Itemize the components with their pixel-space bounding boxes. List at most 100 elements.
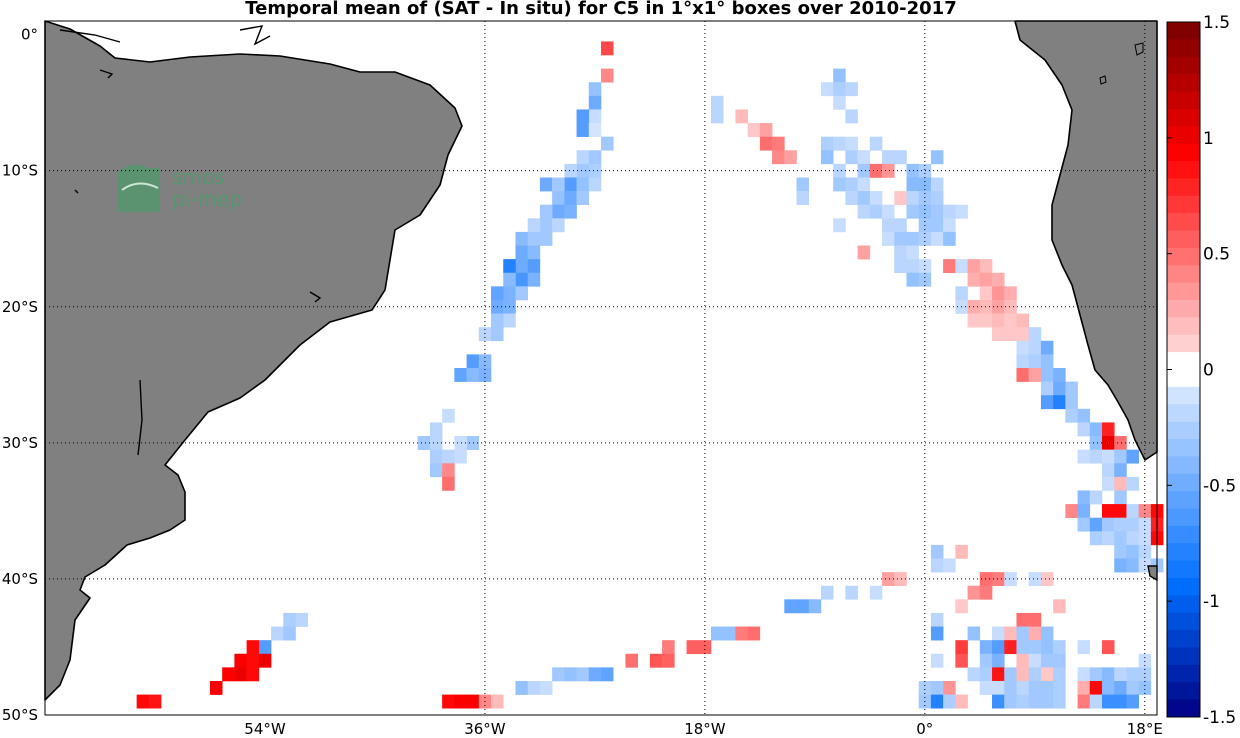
data-cell — [1016, 653, 1029, 668]
data-cell — [234, 653, 247, 668]
colorbar-swatch — [1167, 39, 1200, 58]
data-cell — [882, 218, 895, 233]
data-cell — [503, 272, 516, 287]
data-cell — [1016, 340, 1029, 355]
data-cell — [857, 191, 871, 206]
data-cell — [1040, 354, 1054, 369]
colorbar-swatch — [1167, 508, 1200, 527]
coast-detail-5 — [137, 379, 143, 456]
data-cell — [1053, 694, 1066, 709]
data-cell — [882, 163, 895, 178]
data-cell — [882, 150, 895, 165]
data-cell — [503, 313, 516, 328]
colorbar-swatch — [1167, 143, 1200, 162]
data-cell — [979, 272, 993, 287]
data-cell — [1138, 653, 1152, 668]
colorbar-tick-label: -1.5 — [1203, 708, 1236, 728]
data-cell — [576, 109, 590, 124]
data-cell — [992, 694, 1005, 709]
data-cell — [1102, 463, 1115, 478]
data-cell — [833, 82, 846, 97]
data-cell — [918, 231, 932, 246]
data-cell — [503, 259, 516, 274]
island-b — [1099, 75, 1107, 85]
data-cell — [698, 640, 712, 655]
data-cell — [491, 286, 504, 301]
data-cell — [869, 191, 883, 206]
data-cell — [992, 667, 1005, 682]
data-cell — [1138, 531, 1152, 546]
data-cell — [710, 626, 724, 641]
data-cell — [539, 218, 553, 233]
data-cell — [992, 653, 1005, 668]
data-cell — [1126, 504, 1139, 518]
data-cell — [992, 327, 1005, 342]
data-cell — [454, 436, 467, 450]
data-cell — [564, 204, 577, 219]
coast-detail-6 — [74, 189, 79, 194]
data-cell — [1114, 449, 1127, 464]
data-cell — [808, 599, 822, 614]
data-cell — [1040, 640, 1054, 655]
coast-detail-1 — [59, 29, 121, 43]
data-cell — [601, 667, 614, 682]
data-cell — [1077, 667, 1091, 682]
data-cell — [1126, 694, 1139, 709]
data-cell — [918, 272, 932, 287]
data-cell — [588, 163, 602, 178]
data-cell — [1028, 680, 1042, 695]
data-cell — [539, 680, 553, 695]
data-cell — [625, 653, 638, 668]
data-cell — [943, 204, 956, 219]
data-cell — [442, 476, 455, 491]
data-cell — [515, 272, 528, 287]
colorbar-swatch — [1167, 491, 1200, 509]
colorbar-tick-label: 1 — [1203, 129, 1214, 149]
data-cell — [1040, 626, 1054, 641]
colorbar-swatch — [1167, 421, 1200, 440]
data-cell — [906, 259, 920, 274]
data-cell — [136, 694, 150, 709]
data-cell — [1077, 490, 1091, 505]
data-cell — [1114, 436, 1127, 450]
data-cell — [576, 163, 590, 178]
data-cell — [1053, 599, 1066, 614]
data-cell — [943, 680, 956, 695]
colorbar-swatch — [1167, 195, 1200, 214]
data-cell — [515, 259, 528, 274]
data-cell — [857, 245, 871, 260]
data-cell — [454, 694, 467, 709]
data-cell — [564, 667, 577, 682]
data-cell — [833, 136, 846, 151]
data-cell — [1016, 313, 1029, 328]
data-cell — [454, 368, 467, 382]
data-cell — [442, 694, 455, 709]
data-cell — [1102, 694, 1115, 709]
data-cell — [148, 694, 162, 709]
data-cell — [1114, 544, 1127, 559]
data-cell — [979, 585, 993, 600]
data-cell — [271, 626, 284, 641]
data-cell — [588, 123, 602, 137]
data-cell — [955, 204, 968, 219]
data-cell — [955, 599, 968, 614]
data-cell — [918, 163, 932, 178]
data-cell — [417, 436, 431, 450]
data-cell — [454, 449, 467, 464]
data-cell — [930, 150, 944, 165]
data-cell — [1004, 572, 1017, 587]
data-cell — [588, 150, 602, 165]
data-cell — [820, 136, 834, 151]
data-cell — [833, 177, 846, 192]
data-cell — [882, 231, 895, 246]
data-cell — [943, 694, 956, 709]
data-cell — [955, 640, 968, 655]
data-cell — [478, 327, 492, 342]
data-cell — [1016, 640, 1029, 655]
data-cell — [588, 95, 602, 110]
data-cell — [820, 585, 834, 600]
data-cell — [564, 177, 577, 192]
data-cell — [845, 109, 858, 124]
data-cell — [918, 204, 932, 219]
data-cell — [918, 177, 932, 192]
